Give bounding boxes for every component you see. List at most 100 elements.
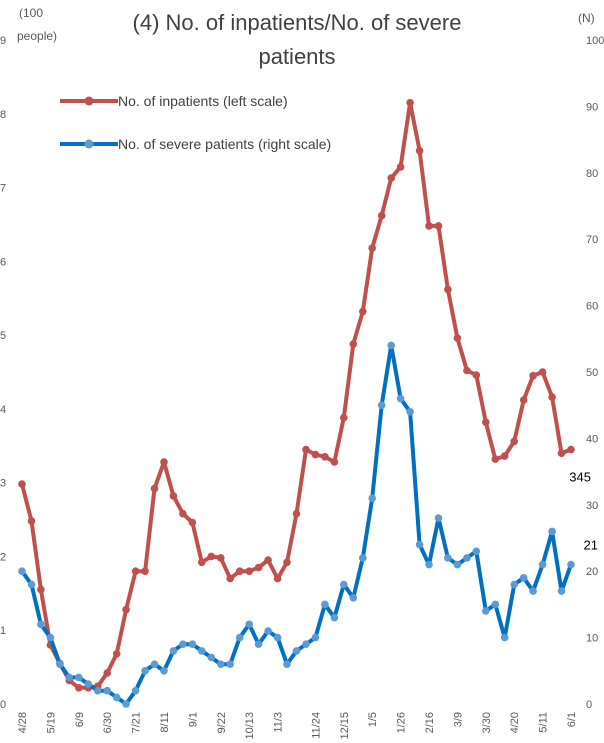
series-layer: 345 21 <box>18 98 598 708</box>
x-axis-tick-label: 1/5 <box>367 712 379 727</box>
x-axis-tick-label: 8/11 <box>159 712 171 733</box>
right-axis-tick-label: 0 <box>586 699 592 711</box>
x-axis-tick-label: 12/15 <box>339 712 351 740</box>
severe-point <box>264 627 272 635</box>
severe-point <box>538 560 547 569</box>
inpatients-point <box>434 222 443 230</box>
left-axis-unit-line2: people) <box>17 29 57 43</box>
x-axis-tick-label: 10/13 <box>244 712 256 740</box>
inpatients-point <box>37 585 45 594</box>
inpatients-point <box>548 393 556 401</box>
x-axis-tick-label: 2/16 <box>424 712 436 733</box>
inpatients-point <box>273 574 282 583</box>
right-axis-tick-label: 30 <box>586 500 598 512</box>
right-axis-unit: (N) <box>578 11 595 25</box>
inpatients-point <box>349 340 358 348</box>
inpatients-point <box>245 567 253 575</box>
severe-point <box>415 540 424 549</box>
right-axis-tick-label: 100 <box>586 35 604 47</box>
severe-point <box>46 633 55 642</box>
severe-point <box>510 580 518 589</box>
inpatients-point <box>377 211 386 220</box>
right-axis-ticks: 0 10 20 30 40 50 60 70 80 90 100 <box>586 35 604 711</box>
inpatients-point <box>169 492 178 500</box>
severe-point <box>425 560 433 569</box>
inpatients-point <box>103 669 111 677</box>
severe-point <box>340 580 348 589</box>
x-axis-tick-label: 5/19 <box>45 712 57 733</box>
legend-marker-inpatients <box>84 96 94 106</box>
x-axis-tick-label: 6/1 <box>566 712 578 727</box>
inpatients-point <box>141 567 149 575</box>
inpatients-point <box>500 452 509 460</box>
inpatients-point <box>463 366 471 375</box>
severe-point <box>141 667 149 675</box>
severe-point <box>368 494 377 503</box>
severe-point <box>160 667 168 675</box>
severe-point <box>112 693 121 702</box>
severe-point <box>330 613 339 622</box>
severe-point <box>434 514 443 522</box>
x-axis-tick-label: 4/28 <box>17 712 29 733</box>
severe-point <box>321 600 329 609</box>
inpatients-point <box>330 458 339 466</box>
x-axis-tick-label: 9/22 <box>216 712 228 733</box>
inpatients-point <box>415 146 424 155</box>
left-axis-ticks: 0 1 2 3 4 5 6 7 8 9 <box>0 35 6 711</box>
severe-point <box>93 686 102 695</box>
severe-point <box>444 554 452 562</box>
left-axis-tick-label: 0 <box>0 699 6 711</box>
severe-point <box>529 587 537 595</box>
severe-point <box>198 647 206 655</box>
severe-point <box>235 633 244 642</box>
severe-point <box>359 554 367 562</box>
severe-point <box>65 673 74 682</box>
inpatients-last-value-label: 345 <box>569 469 591 484</box>
inpatients-point <box>207 552 216 561</box>
inpatients-point <box>482 418 490 427</box>
severe-point <box>387 341 396 350</box>
severe-point <box>500 633 509 642</box>
inpatients-point <box>444 285 452 294</box>
severe-point <box>245 620 253 629</box>
inpatients-point <box>538 368 547 376</box>
left-axis-tick-label: 1 <box>0 625 6 637</box>
inpatients-point <box>510 437 518 446</box>
severe-point <box>179 640 187 648</box>
left-axis-tick-label: 4 <box>0 404 6 416</box>
x-axis-tick-label: 6/30 <box>102 712 114 733</box>
chart-title-line1: (4) No. of inpatients/No. of severe <box>133 10 462 35</box>
inpatients-point <box>387 174 396 182</box>
inpatients-point <box>557 449 566 458</box>
left-axis-unit-line1: (100 <box>19 6 43 20</box>
severe-point <box>519 574 528 582</box>
severe-point <box>406 408 414 416</box>
severe-point <box>75 673 83 682</box>
severe-point <box>491 600 500 609</box>
inpatients-point <box>188 518 197 527</box>
inpatients-point <box>406 98 414 107</box>
severe-point <box>292 647 301 655</box>
severe-point <box>103 686 111 695</box>
severe-point <box>207 653 216 662</box>
inpatients-point <box>18 480 26 488</box>
inpatients-point <box>160 458 168 466</box>
inpatients-point <box>235 567 244 575</box>
left-axis-tick-label: 7 <box>0 183 6 195</box>
severe-point <box>567 560 575 569</box>
inpatients-point <box>198 558 206 567</box>
severe-point <box>472 547 481 556</box>
right-axis-tick-label: 20 <box>586 566 598 578</box>
x-axis-tick-label: 1/26 <box>396 712 408 733</box>
inpatients-point <box>359 307 367 316</box>
x-axis-tick-label: 11/24 <box>310 712 322 739</box>
inpatients-point <box>131 567 140 575</box>
severe-point <box>548 527 556 536</box>
inpatients-point <box>122 605 130 614</box>
right-axis-tick-label: 80 <box>586 168 598 180</box>
legend-label-severe: No. of severe patients (right scale) <box>118 136 331 152</box>
inpatients-point <box>453 334 462 342</box>
inpatients-point <box>27 517 36 525</box>
inpatients-point <box>472 371 481 379</box>
